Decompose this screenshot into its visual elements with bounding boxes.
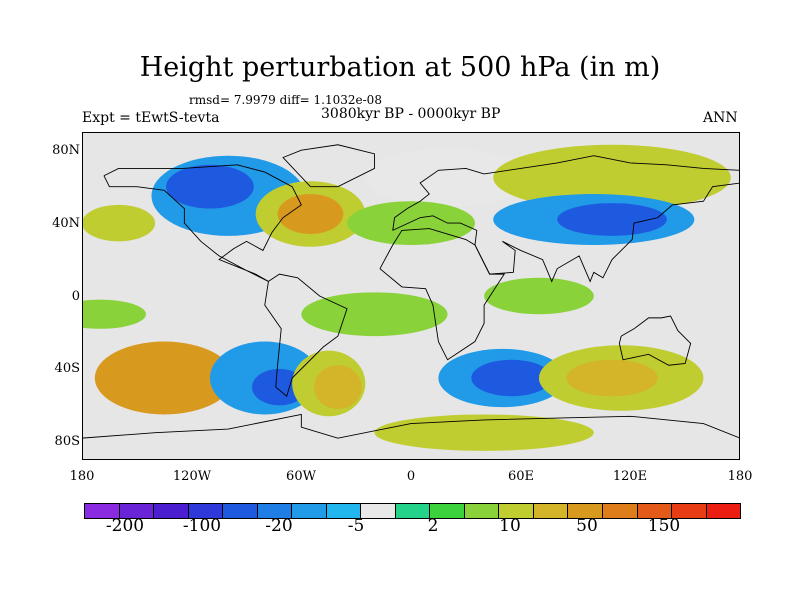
perturbation-contour	[347, 201, 475, 245]
colorbar-label-neg20: -20	[265, 516, 293, 536]
lat-label-40s: 40S	[54, 361, 80, 376]
perturbation-contour	[301, 292, 448, 337]
lon-label-120w: 120W	[172, 469, 212, 484]
perturbation-contour	[277, 193, 344, 235]
perturbation-contour	[374, 414, 594, 451]
colorbar-swatch	[499, 504, 534, 518]
lon-label-180w: 180	[69, 469, 95, 484]
colorbar-label-150: 150	[647, 516, 681, 536]
colorbar-swatch	[672, 504, 707, 518]
perturbation-contour	[471, 359, 552, 397]
coastline	[264, 273, 348, 398]
colorbar-swatch	[637, 504, 673, 518]
coastline	[82, 413, 740, 439]
lon-label-60w: 60W	[286, 469, 316, 484]
lat-label-80s: 80S	[54, 434, 80, 449]
experiment-label: Expt = tEwtS-tevta	[82, 110, 220, 126]
colorbar-swatch	[154, 504, 189, 518]
height-perturbation-map	[82, 132, 740, 460]
perturbation-contour	[166, 164, 254, 209]
colorbar-swatch	[533, 504, 569, 518]
perturbation-contour	[82, 299, 146, 329]
perturbation-contour	[82, 204, 156, 242]
colorbar-swatch	[326, 504, 362, 518]
perturbation-contour	[116, 354, 212, 402]
colorbar-label-neg5: -5	[347, 516, 365, 536]
colorbar-label-50: 50	[576, 516, 598, 536]
colorbar-swatch	[188, 504, 224, 518]
perturbation-contour	[314, 365, 362, 409]
colorbar-swatch	[395, 504, 431, 518]
colorbar-swatch	[223, 504, 258, 518]
colorbar-swatch	[257, 504, 293, 518]
lat-label-40n: 40N	[52, 216, 80, 231]
lon-label-60e: 60E	[507, 469, 535, 484]
coastline	[618, 315, 692, 366]
perturbation-contour	[493, 144, 731, 211]
colorbar-swatch	[119, 504, 155, 518]
lon-label-180e: 180	[727, 469, 753, 484]
plot-title: Height perturbation at 500 hPa (in m)	[139, 52, 661, 83]
time-period-label: 3080kyr BP - 0000kyr BP	[321, 106, 501, 122]
perturbation-contour	[557, 203, 667, 236]
coastline	[282, 144, 375, 188]
colorbar-swatch	[602, 504, 638, 518]
colorbar-swatch	[85, 504, 120, 518]
colorbar-swatch	[706, 504, 741, 518]
colorbar	[84, 503, 741, 519]
colorbar-label-neg100: -100	[182, 516, 222, 536]
rmsd-stats: rmsd= 7.9979 diff= 1.1032e-08	[189, 93, 382, 107]
lon-label-0: 0	[406, 469, 416, 484]
colorbar-swatch	[292, 504, 327, 518]
colorbar-swatch	[464, 504, 500, 518]
colorbar-swatch	[568, 504, 603, 518]
perturbation-contour	[365, 148, 530, 207]
lon-label-120e: 120E	[612, 469, 648, 484]
coastline	[379, 228, 506, 361]
season-label: ANN	[703, 110, 738, 126]
lat-label-80n: 80N	[52, 143, 80, 158]
coastline	[103, 164, 302, 282]
colorbar-swatch	[361, 504, 396, 518]
colorbar-label-10: 10	[499, 516, 521, 536]
perturbation-contour	[566, 359, 658, 397]
map-field-svg	[82, 144, 740, 451]
colorbar-swatch	[430, 504, 465, 518]
perturbation-contour	[484, 277, 594, 315]
colorbar-label-neg200: -200	[105, 516, 145, 536]
colorbar-label-2: 2	[427, 516, 439, 536]
lat-label-equator: 0	[71, 289, 80, 304]
coastline	[392, 155, 740, 283]
